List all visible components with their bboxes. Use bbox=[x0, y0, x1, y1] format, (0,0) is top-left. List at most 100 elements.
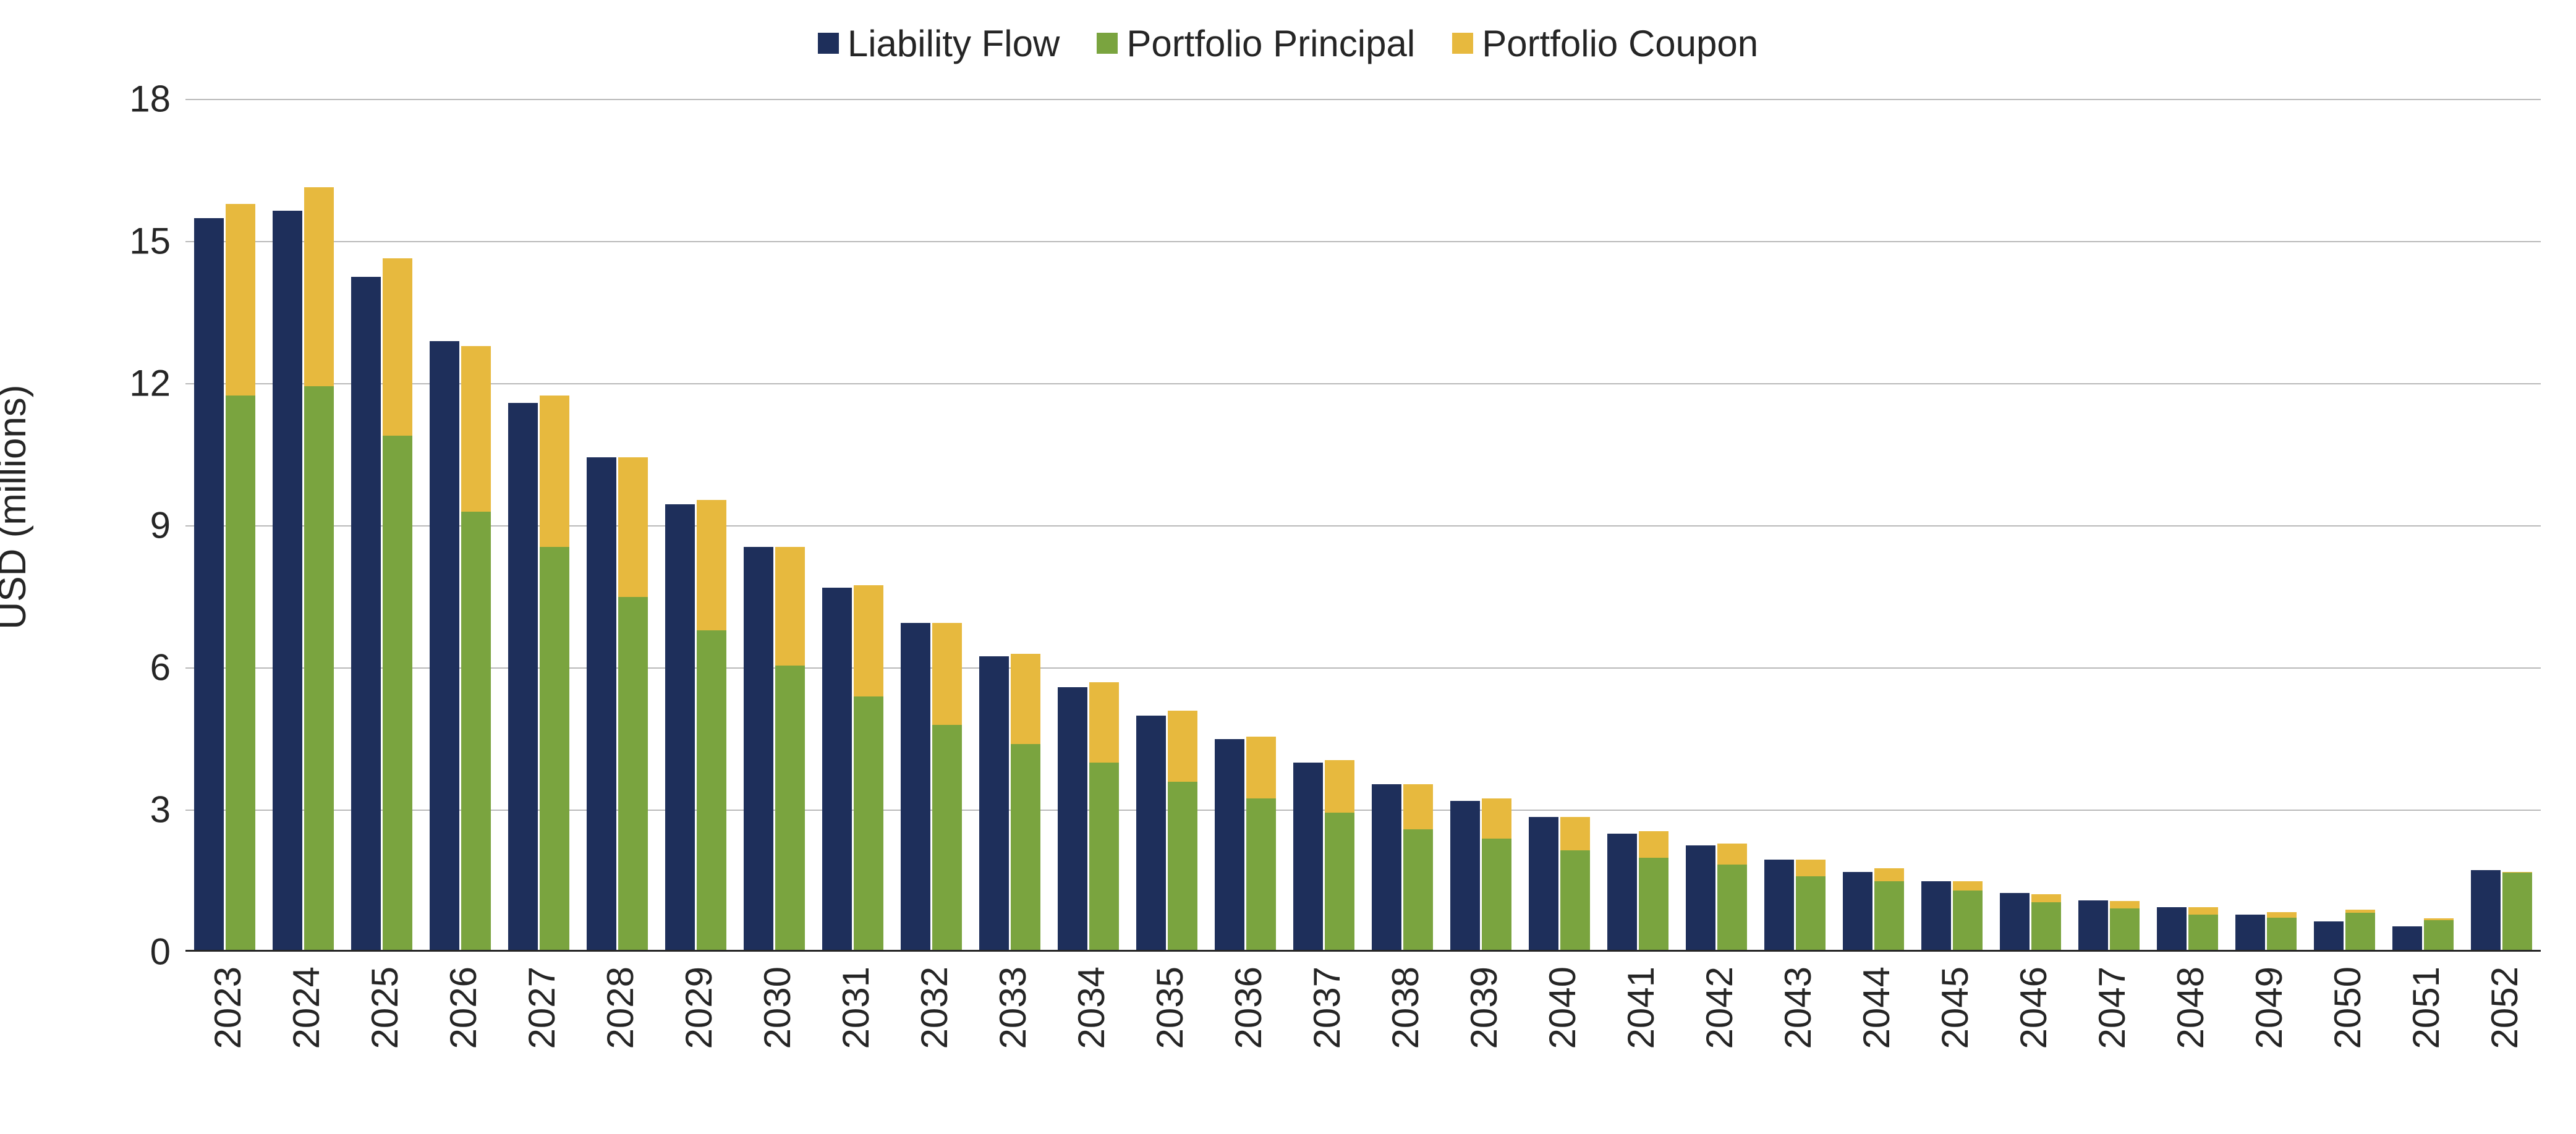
bar-portfolio bbox=[2188, 907, 2218, 950]
year-group bbox=[1215, 99, 1276, 950]
bar-liability bbox=[508, 403, 538, 950]
bar-portfolio bbox=[1482, 798, 1511, 950]
bar-seg-principal bbox=[2110, 908, 2140, 950]
bar-liability bbox=[430, 341, 459, 950]
bar-seg-coupon bbox=[2031, 894, 2061, 903]
legend-item: Portfolio Coupon bbox=[1452, 22, 1758, 65]
bar-liability bbox=[1293, 763, 1323, 950]
bar-seg-principal bbox=[383, 436, 412, 950]
year-group bbox=[430, 99, 491, 950]
bar-seg-coupon bbox=[461, 346, 491, 512]
x-tick-label: 2050 bbox=[2326, 967, 2369, 1049]
bar-portfolio bbox=[854, 585, 883, 950]
chart-root: Liability FlowPortfolio PrincipalPortfol… bbox=[0, 0, 2576, 1134]
bar-portfolio bbox=[1717, 844, 1747, 950]
bar-liability bbox=[2157, 907, 2187, 950]
bar-seg-principal bbox=[697, 630, 726, 950]
bar-seg-principal bbox=[932, 725, 962, 950]
bar-seg-coupon bbox=[775, 547, 805, 666]
x-tick-label: 2036 bbox=[1227, 967, 1270, 1049]
bar-portfolio bbox=[1089, 682, 1119, 950]
plot-inner bbox=[185, 99, 2541, 952]
year-group bbox=[665, 99, 726, 950]
bar-seg-coupon bbox=[1168, 711, 1197, 782]
bar-seg-coupon bbox=[540, 396, 569, 547]
plot-area bbox=[185, 99, 2541, 952]
bar-seg-principal bbox=[1246, 798, 1276, 950]
bar-seg-coupon bbox=[1560, 817, 1590, 850]
bar-seg-coupon bbox=[1639, 831, 1668, 857]
year-group bbox=[1686, 99, 1747, 950]
bar-seg-coupon bbox=[1089, 682, 1119, 763]
bar-seg-principal bbox=[2345, 913, 2375, 950]
bar-seg-coupon bbox=[2345, 910, 2375, 913]
bar-seg-coupon bbox=[1011, 654, 1040, 744]
bar-seg-principal bbox=[2502, 873, 2532, 950]
year-group bbox=[979, 99, 1040, 950]
bar-seg-coupon bbox=[1796, 860, 1826, 876]
bar-liability bbox=[2000, 893, 2030, 950]
bar-portfolio bbox=[1325, 760, 1354, 950]
bar-seg-coupon bbox=[1246, 737, 1276, 798]
bar-seg-coupon bbox=[932, 623, 962, 725]
bar-liability bbox=[1058, 687, 1087, 950]
legend-label: Portfolio Principal bbox=[1126, 22, 1415, 65]
bar-seg-principal bbox=[1717, 865, 1747, 950]
bar-seg-principal bbox=[1403, 829, 1433, 950]
legend: Liability FlowPortfolio PrincipalPortfol… bbox=[0, 19, 2576, 68]
year-group bbox=[2392, 99, 2454, 950]
year-group bbox=[351, 99, 412, 950]
bar-liability bbox=[587, 457, 616, 950]
legend-swatch bbox=[1452, 33, 1473, 54]
bar-liability bbox=[2471, 870, 2501, 950]
bar-liability bbox=[2078, 900, 2108, 950]
bar-seg-principal bbox=[1011, 744, 1040, 950]
bar-seg-principal bbox=[1089, 763, 1119, 950]
bar-liability bbox=[1136, 716, 1166, 950]
x-tick-label: 2034 bbox=[1070, 967, 1113, 1049]
bar-portfolio bbox=[540, 396, 569, 950]
year-group bbox=[273, 99, 334, 950]
bar-portfolio bbox=[226, 204, 255, 950]
legend-item: Portfolio Principal bbox=[1097, 22, 1415, 65]
year-group bbox=[1764, 99, 1826, 950]
year-group bbox=[1293, 99, 1354, 950]
year-group bbox=[901, 99, 962, 950]
year-group bbox=[1450, 99, 1511, 950]
year-group bbox=[2471, 99, 2532, 950]
bar-portfolio bbox=[461, 346, 491, 950]
year-group bbox=[744, 99, 805, 950]
bar-seg-principal bbox=[2424, 920, 2454, 950]
bar-seg-coupon bbox=[2502, 872, 2532, 873]
bar-seg-principal bbox=[1796, 876, 1826, 950]
year-group bbox=[1607, 99, 1668, 950]
bar-seg-principal bbox=[1874, 881, 1904, 950]
x-tick-label: 2038 bbox=[1384, 967, 1427, 1049]
bar-portfolio bbox=[304, 187, 334, 950]
bar-portfolio bbox=[1953, 881, 1983, 950]
bar-portfolio bbox=[2502, 872, 2532, 950]
legend-label: Portfolio Coupon bbox=[1482, 22, 1758, 65]
bar-seg-coupon bbox=[226, 204, 255, 396]
bar-seg-principal bbox=[540, 547, 569, 950]
year-group bbox=[2157, 99, 2218, 950]
bar-seg-principal bbox=[1953, 891, 1983, 950]
y-tick-label: 6 bbox=[84, 646, 171, 689]
x-tick-label: 2048 bbox=[2169, 967, 2212, 1049]
bar-seg-coupon bbox=[2188, 907, 2218, 915]
bar-liability bbox=[2235, 915, 2265, 950]
bar-portfolio bbox=[383, 258, 412, 950]
bar-portfolio bbox=[697, 500, 726, 950]
year-group bbox=[587, 99, 648, 950]
bar-portfolio bbox=[1560, 817, 1590, 950]
bar-seg-coupon bbox=[1482, 798, 1511, 839]
x-tick-label: 2039 bbox=[1463, 967, 1505, 1049]
bar-liability bbox=[351, 277, 381, 950]
bar-liability bbox=[665, 504, 695, 950]
bar-seg-coupon bbox=[1717, 844, 1747, 865]
bar-portfolio bbox=[2267, 912, 2297, 950]
bar-portfolio bbox=[1246, 737, 1276, 950]
bar-liability bbox=[1450, 801, 1480, 950]
x-tick-label: 2025 bbox=[363, 967, 406, 1049]
bar-liability bbox=[1764, 860, 1794, 950]
